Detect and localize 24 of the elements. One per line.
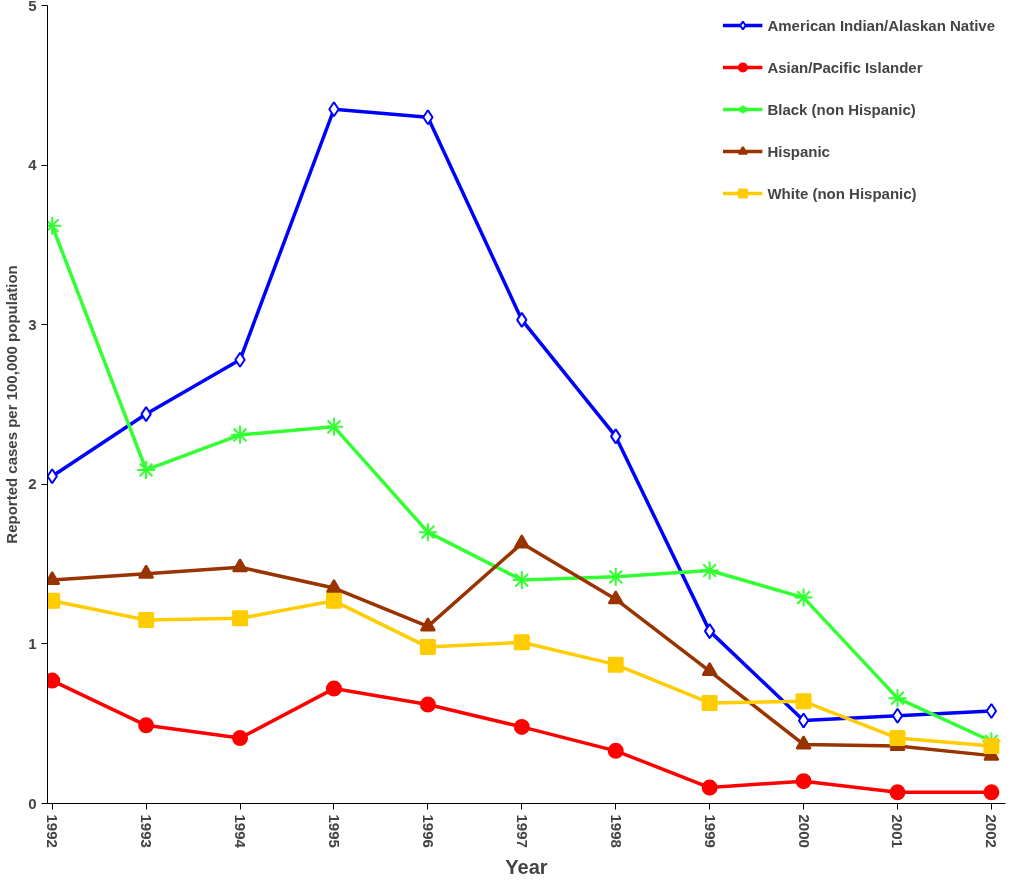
legend-label: Black (non Hispanic) (767, 99, 916, 119)
y-tick-label: 3 (28, 315, 37, 333)
y-tick-label: 1 (28, 634, 37, 652)
x-tick-label: 1995 (325, 814, 343, 848)
x-tick-label: 1993 (138, 814, 156, 848)
legend-label: Asian/Pacific Islander (767, 57, 923, 77)
x-tick-label: 1994 (232, 814, 250, 849)
x-axis-title: Year (505, 855, 548, 878)
legend-label: White (non Hispanic) (767, 183, 917, 203)
x-tick-label: 1997 (513, 814, 531, 848)
y-tick-label: 2 (28, 475, 37, 493)
y-tick-label: 5 (28, 0, 37, 14)
x-tick-label: 1998 (607, 814, 625, 848)
legend-label: Hispanic (767, 141, 830, 161)
y-tick-label: 0 (28, 794, 37, 812)
x-tick-label: 1996 (419, 814, 437, 848)
x-tick-label: 2002 (983, 814, 1001, 848)
legend-label: American Indian/Alaskan Native (767, 15, 995, 35)
x-tick-label: 1999 (701, 814, 719, 848)
y-tick-label: 4 (28, 156, 38, 174)
y-axis-title: Reported cases per 100,000 population (3, 265, 21, 544)
x-tick-label: 2000 (795, 814, 813, 848)
x-tick-label: 1992 (44, 814, 62, 848)
x-tick-label: 2001 (889, 814, 907, 848)
